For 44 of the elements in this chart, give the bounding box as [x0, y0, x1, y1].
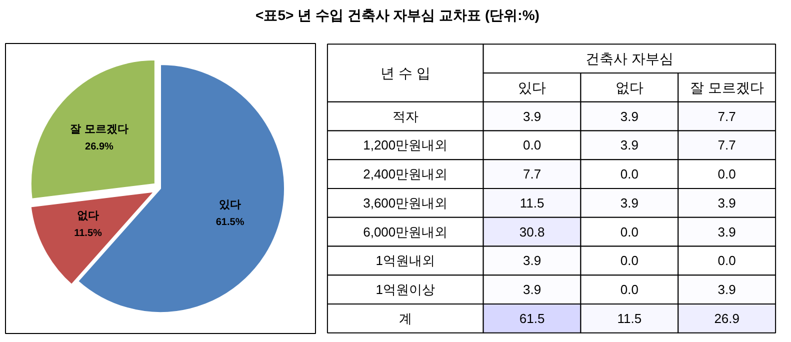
data-label: 26.9% [85, 142, 114, 153]
data-label: 0.0 [522, 138, 542, 153]
data-label: 0.0 [620, 166, 638, 182]
x-tick-label: 있다 [518, 79, 546, 96]
slice-label: 없다 [77, 210, 100, 222]
data-label: 26.9 [714, 310, 740, 326]
slice-label: 있다 [219, 199, 242, 212]
data-label: 11.5 [617, 310, 642, 326]
y-tick-label: 3,600만원내외 [363, 195, 448, 210]
data-label: 3.9 [718, 282, 736, 298]
data-label: 61.5 [519, 310, 545, 326]
x-tick-label: 없다 [615, 79, 644, 96]
data-label: 0.0 [620, 253, 638, 268]
data-label: 3.9 [620, 138, 638, 153]
data-label: 3.9 [620, 108, 638, 124]
data-label: 7.7 [718, 138, 736, 153]
x-axis-title: 건축사 자부심 [585, 50, 674, 67]
data-label: 7.7 [522, 166, 542, 182]
data-label: 3.9 [620, 195, 638, 210]
data-label: 0.0 [718, 253, 736, 268]
data-label: 61.5% [216, 217, 244, 228]
y-tick-label: 6,000만원내외 [363, 224, 448, 240]
data-label: 30.8 [519, 224, 545, 240]
y-tick-label: 1억원내외 [376, 253, 435, 268]
data-label: 0.0 [620, 282, 638, 298]
data-label: 3.9 [522, 108, 542, 124]
y-tick-label: 1억원이상 [376, 282, 435, 298]
y-tick-label: 적자 [392, 108, 418, 124]
data-label: 3.9 [718, 195, 736, 210]
y-axis-title: 년 수 입 [380, 64, 430, 81]
data-label: 3.9 [522, 253, 542, 268]
text: <표5> 년 수입 건축사 자부심 교차표 (단위:%) [254, 6, 540, 25]
y-tick-label: 2,400만원내외 [363, 166, 448, 182]
data-label: 7.7 [718, 108, 736, 124]
data-label: 0.0 [718, 166, 736, 182]
y-tick-label: 계 [398, 310, 412, 326]
slice-label: 잘 모르겠다 [70, 124, 128, 136]
data-label: 11.5 [520, 195, 544, 210]
y-tick-label: 1,200만원내외 [363, 138, 448, 153]
data-label: 3.9 [718, 224, 736, 240]
data-label: 0.0 [620, 224, 638, 240]
data-label: 11.5% [74, 228, 102, 239]
x-tick-label: 잘 모르겠다 [690, 79, 764, 96]
data-label: 3.9 [522, 282, 542, 298]
